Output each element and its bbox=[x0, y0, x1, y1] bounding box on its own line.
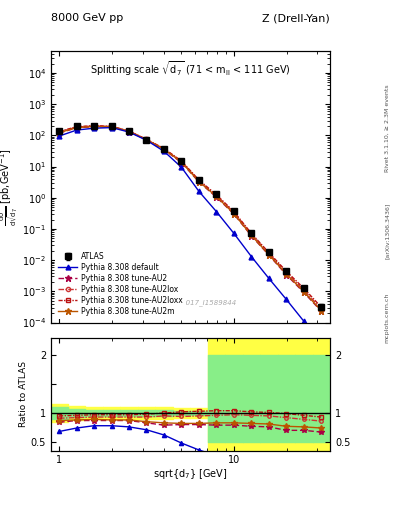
Text: Splitting scale $\sqrt{\mathregular{d_7}}$ (71 < m$\mathregular{_{ll}}$ < 111 Ge: Splitting scale $\sqrt{\mathregular{d_7}… bbox=[90, 59, 291, 78]
Pythia 8.308 default bbox=[266, 275, 271, 282]
Pythia 8.308 tune-AU2loxx bbox=[109, 123, 114, 130]
Pythia 8.308 tune-AU2lox bbox=[319, 306, 324, 312]
Pythia 8.308 tune-AU2 bbox=[127, 129, 131, 135]
Pythia 8.308 tune-AU2lox bbox=[162, 146, 166, 152]
Pythia 8.308 default bbox=[319, 340, 324, 346]
Pythia 8.308 default bbox=[57, 133, 61, 139]
Pythia 8.308 default bbox=[92, 125, 96, 131]
Pythia 8.308 default bbox=[74, 127, 79, 133]
Pythia 8.308 tune-AU2m bbox=[92, 123, 96, 130]
Pythia 8.308 tune-AU2 bbox=[284, 272, 289, 278]
Pythia 8.308 default bbox=[179, 164, 184, 170]
Y-axis label: $\mathregular{\frac{d\sigma}{d\sqrt{d_7}}}$ [pb,GeV$^{-1}$]: $\mathregular{\frac{d\sigma}{d\sqrt{d_7}… bbox=[0, 148, 21, 226]
Pythia 8.308 tune-AU2 bbox=[179, 159, 184, 165]
Pythia 8.308 tune-AU2m bbox=[319, 308, 324, 314]
Pythia 8.308 tune-AU2 bbox=[92, 123, 96, 130]
Pythia 8.308 tune-AU2m bbox=[74, 124, 79, 131]
Line: Pythia 8.308 tune-AU2lox: Pythia 8.308 tune-AU2lox bbox=[57, 124, 323, 311]
Pythia 8.308 tune-AU2 bbox=[301, 289, 306, 295]
Pythia 8.308 tune-AU2 bbox=[231, 211, 236, 217]
Pythia 8.308 tune-AU2loxx bbox=[266, 249, 271, 255]
Pythia 8.308 tune-AU2lox bbox=[214, 193, 219, 199]
Pythia 8.308 tune-AU2m bbox=[196, 179, 201, 185]
Pythia 8.308 tune-AU2lox bbox=[57, 129, 61, 135]
Pythia 8.308 tune-AU2lox bbox=[92, 123, 96, 129]
Pythia 8.308 tune-AU2lox bbox=[266, 250, 271, 257]
Pythia 8.308 default bbox=[284, 296, 289, 303]
Pythia 8.308 tune-AU2loxx bbox=[74, 123, 79, 130]
Pythia 8.308 tune-AU2 bbox=[162, 146, 166, 153]
Pythia 8.308 tune-AU2 bbox=[319, 308, 324, 314]
Pythia 8.308 tune-AU2m bbox=[284, 271, 289, 277]
Pythia 8.308 tune-AU2lox bbox=[249, 231, 254, 237]
Pythia 8.308 tune-AU2loxx bbox=[144, 136, 149, 142]
Pythia 8.308 tune-AU2 bbox=[144, 137, 149, 143]
Pythia 8.308 tune-AU2 bbox=[249, 233, 254, 239]
Pythia 8.308 tune-AU2loxx bbox=[249, 230, 254, 237]
Line: Pythia 8.308 default: Pythia 8.308 default bbox=[57, 125, 324, 346]
Pythia 8.308 tune-AU2m bbox=[301, 289, 306, 295]
Pythia 8.308 tune-AU2loxx bbox=[127, 128, 131, 134]
Pythia 8.308 tune-AU2 bbox=[196, 179, 201, 185]
Pythia 8.308 tune-AU2loxx bbox=[301, 285, 306, 291]
Legend: ATLAS, Pythia 8.308 default, Pythia 8.308 tune-AU2, Pythia 8.308 tune-AU2lox, Py: ATLAS, Pythia 8.308 default, Pythia 8.30… bbox=[55, 249, 185, 319]
Pythia 8.308 tune-AU2 bbox=[214, 194, 219, 200]
Pythia 8.308 default bbox=[144, 137, 149, 143]
Pythia 8.308 tune-AU2m bbox=[179, 159, 184, 165]
Pythia 8.308 tune-AU2loxx bbox=[162, 145, 166, 152]
Line: Pythia 8.308 tune-AU2m: Pythia 8.308 tune-AU2m bbox=[56, 123, 325, 314]
Pythia 8.308 default bbox=[301, 318, 306, 324]
Pythia 8.308 tune-AU2lox bbox=[179, 159, 184, 165]
Pythia 8.308 tune-AU2m bbox=[249, 232, 254, 239]
Text: 8000 GeV pp: 8000 GeV pp bbox=[51, 13, 123, 23]
Line: Pythia 8.308 tune-AU2: Pythia 8.308 tune-AU2 bbox=[56, 123, 325, 315]
Text: ATLAS_2017_I1589844: ATLAS_2017_I1589844 bbox=[156, 300, 236, 306]
Pythia 8.308 tune-AU2m bbox=[144, 137, 149, 143]
Pythia 8.308 tune-AU2loxx bbox=[57, 129, 61, 135]
Pythia 8.308 default bbox=[249, 253, 254, 260]
Pythia 8.308 default bbox=[127, 129, 131, 135]
Pythia 8.308 tune-AU2lox bbox=[231, 209, 236, 216]
Pythia 8.308 default bbox=[109, 124, 114, 131]
Pythia 8.308 tune-AU2loxx bbox=[196, 177, 201, 183]
Pythia 8.308 tune-AU2loxx bbox=[214, 191, 219, 198]
Text: Rivet 3.1.10, ≥ 2.3M events: Rivet 3.1.10, ≥ 2.3M events bbox=[385, 84, 389, 172]
Text: mcplots.cern.ch: mcplots.cern.ch bbox=[385, 292, 389, 343]
Pythia 8.308 tune-AU2m bbox=[109, 123, 114, 130]
Pythia 8.308 tune-AU2m bbox=[231, 210, 236, 217]
Pythia 8.308 tune-AU2 bbox=[74, 125, 79, 131]
Pythia 8.308 tune-AU2m bbox=[127, 129, 131, 135]
Pythia 8.308 tune-AU2m bbox=[57, 130, 61, 136]
Pythia 8.308 tune-AU2loxx bbox=[179, 158, 184, 164]
Pythia 8.308 tune-AU2m bbox=[214, 194, 219, 200]
Pythia 8.308 tune-AU2 bbox=[57, 130, 61, 136]
Pythia 8.308 tune-AU2loxx bbox=[284, 268, 289, 274]
Pythia 8.308 tune-AU2lox bbox=[301, 287, 306, 293]
Pythia 8.308 tune-AU2 bbox=[109, 124, 114, 130]
Pythia 8.308 tune-AU2lox bbox=[284, 269, 289, 275]
Pythia 8.308 tune-AU2loxx bbox=[319, 304, 324, 310]
Text: Z (Drell-Yan): Z (Drell-Yan) bbox=[263, 13, 330, 23]
Text: [arXiv:1306.3436]: [arXiv:1306.3436] bbox=[385, 202, 389, 259]
Pythia 8.308 tune-AU2lox bbox=[127, 128, 131, 134]
Pythia 8.308 tune-AU2loxx bbox=[231, 208, 236, 215]
Pythia 8.308 default bbox=[214, 208, 219, 215]
Pythia 8.308 default bbox=[231, 230, 236, 237]
Pythia 8.308 tune-AU2lox bbox=[144, 136, 149, 142]
Pythia 8.308 tune-AU2lox bbox=[196, 178, 201, 184]
Y-axis label: Ratio to ATLAS: Ratio to ATLAS bbox=[19, 361, 28, 427]
X-axis label: sqrt{d$_{7}$} [GeV]: sqrt{d$_{7}$} [GeV] bbox=[153, 467, 228, 481]
Pythia 8.308 tune-AU2m bbox=[162, 146, 166, 152]
Pythia 8.308 tune-AU2m bbox=[266, 251, 271, 258]
Pythia 8.308 tune-AU2loxx bbox=[92, 122, 96, 129]
Pythia 8.308 default bbox=[162, 148, 166, 154]
Pythia 8.308 default bbox=[196, 188, 201, 195]
Pythia 8.308 tune-AU2lox bbox=[109, 123, 114, 130]
Pythia 8.308 tune-AU2lox bbox=[74, 124, 79, 130]
Line: Pythia 8.308 tune-AU2loxx: Pythia 8.308 tune-AU2loxx bbox=[57, 123, 323, 309]
Pythia 8.308 tune-AU2 bbox=[266, 252, 271, 258]
